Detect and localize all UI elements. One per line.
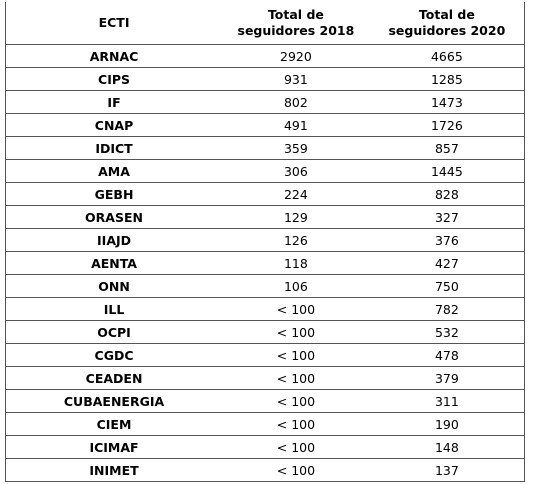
follower-count: 491 [222, 113, 370, 137]
follower-count: 427 [369, 251, 525, 275]
follower-count: 4665 [369, 44, 525, 68]
follower-count: < 100 [222, 389, 370, 413]
header-row: ECTI Total de seguidores 2018 Total de s… [5, 2, 525, 45]
table-row: AENTA 118 427 [5, 251, 525, 275]
follower-count: 129 [222, 205, 370, 229]
table-row: ARNAC 2920 4665 [5, 44, 525, 68]
follower-count: 376 [369, 228, 525, 252]
entity-name: CUBAENERGIA [5, 389, 223, 413]
table-body: ARNAC 2920 4665 CIPS 931 1285 IF 802 1473 CNAP 491… [5, 44, 525, 482]
follower-count: 931 [222, 67, 370, 91]
follower-count: 1473 [369, 90, 525, 114]
follower-count: 118 [222, 251, 370, 275]
entity-name: GEBH [5, 182, 223, 206]
follower-count: 327 [369, 205, 525, 229]
follower-count: 137 [369, 458, 525, 482]
follower-count: 379 [369, 366, 525, 390]
entity-name: ICIMAF [5, 435, 223, 459]
follower-count: 532 [369, 320, 525, 344]
table-row: INIMET < 100 137 [5, 458, 525, 482]
followers-table: ECTI Total de seguidores 2018 Total de s… [5, 2, 525, 482]
follower-count: 311 [369, 389, 525, 413]
follower-count: 1445 [369, 159, 525, 183]
follower-count: 1285 [369, 67, 525, 91]
table-row: IDICT 359 857 [5, 136, 525, 160]
header-cell: Total de seguidores 2020 [369, 2, 525, 45]
follower-count: 478 [369, 343, 525, 367]
entity-name: AMA [5, 159, 223, 183]
header-cell: Total de seguidores 2018 [222, 2, 370, 45]
table-row: CEADEN < 100 379 [5, 366, 525, 390]
table-row: ONN 106 750 [5, 274, 525, 298]
entity-name: CIEM [5, 412, 223, 436]
follower-count: < 100 [222, 343, 370, 367]
follower-count: 190 [369, 412, 525, 436]
table-row: ILL < 100 782 [5, 297, 525, 321]
table-row: CIPS 931 1285 [5, 67, 525, 91]
follower-count: 148 [369, 435, 525, 459]
table-row: OCPI < 100 532 [5, 320, 525, 344]
entity-name: CNAP [5, 113, 223, 137]
entity-name: CGDC [5, 343, 223, 367]
follower-count: 126 [222, 228, 370, 252]
entity-name: CIPS [5, 67, 223, 91]
entity-name: CEADEN [5, 366, 223, 390]
follower-count: 782 [369, 297, 525, 321]
follower-count: 1726 [369, 113, 525, 137]
entity-name: OCPI [5, 320, 223, 344]
follower-count: 828 [369, 182, 525, 206]
follower-count: 857 [369, 136, 525, 160]
entity-name: INIMET [5, 458, 223, 482]
follower-count: 359 [222, 136, 370, 160]
follower-count: < 100 [222, 412, 370, 436]
follower-count: 306 [222, 159, 370, 183]
follower-count: 2920 [222, 44, 370, 68]
entity-name: IF [5, 90, 223, 114]
follower-count: 802 [222, 90, 370, 114]
follower-count: 224 [222, 182, 370, 206]
header-cell: ECTI [5, 2, 223, 45]
entity-name: IDICT [5, 136, 223, 160]
table-row: CNAP 491 1726 [5, 113, 525, 137]
entity-name: ORASEN [5, 205, 223, 229]
entity-name: ONN [5, 274, 223, 298]
table-row: AMA 306 1445 [5, 159, 525, 183]
follower-count: 750 [369, 274, 525, 298]
follower-count: < 100 [222, 435, 370, 459]
table-row: ICIMAF < 100 148 [5, 435, 525, 459]
table-row: CIEM < 100 190 [5, 412, 525, 436]
table-row: ORASEN 129 327 [5, 205, 525, 229]
table-row: IIAJD 126 376 [5, 228, 525, 252]
entity-name: ARNAC [5, 44, 223, 68]
follower-count: < 100 [222, 458, 370, 482]
entity-name: ILL [5, 297, 223, 321]
follower-count: < 100 [222, 297, 370, 321]
table-row: CGDC < 100 478 [5, 343, 525, 367]
follower-count: < 100 [222, 366, 370, 390]
table-row: IF 802 1473 [5, 90, 525, 114]
table-row: CUBAENERGIA < 100 311 [5, 389, 525, 413]
entity-name: AENTA [5, 251, 223, 275]
follower-count: < 100 [222, 320, 370, 344]
table-row: GEBH 224 828 [5, 182, 525, 206]
follower-count: 106 [222, 274, 370, 298]
entity-name: IIAJD [5, 228, 223, 252]
